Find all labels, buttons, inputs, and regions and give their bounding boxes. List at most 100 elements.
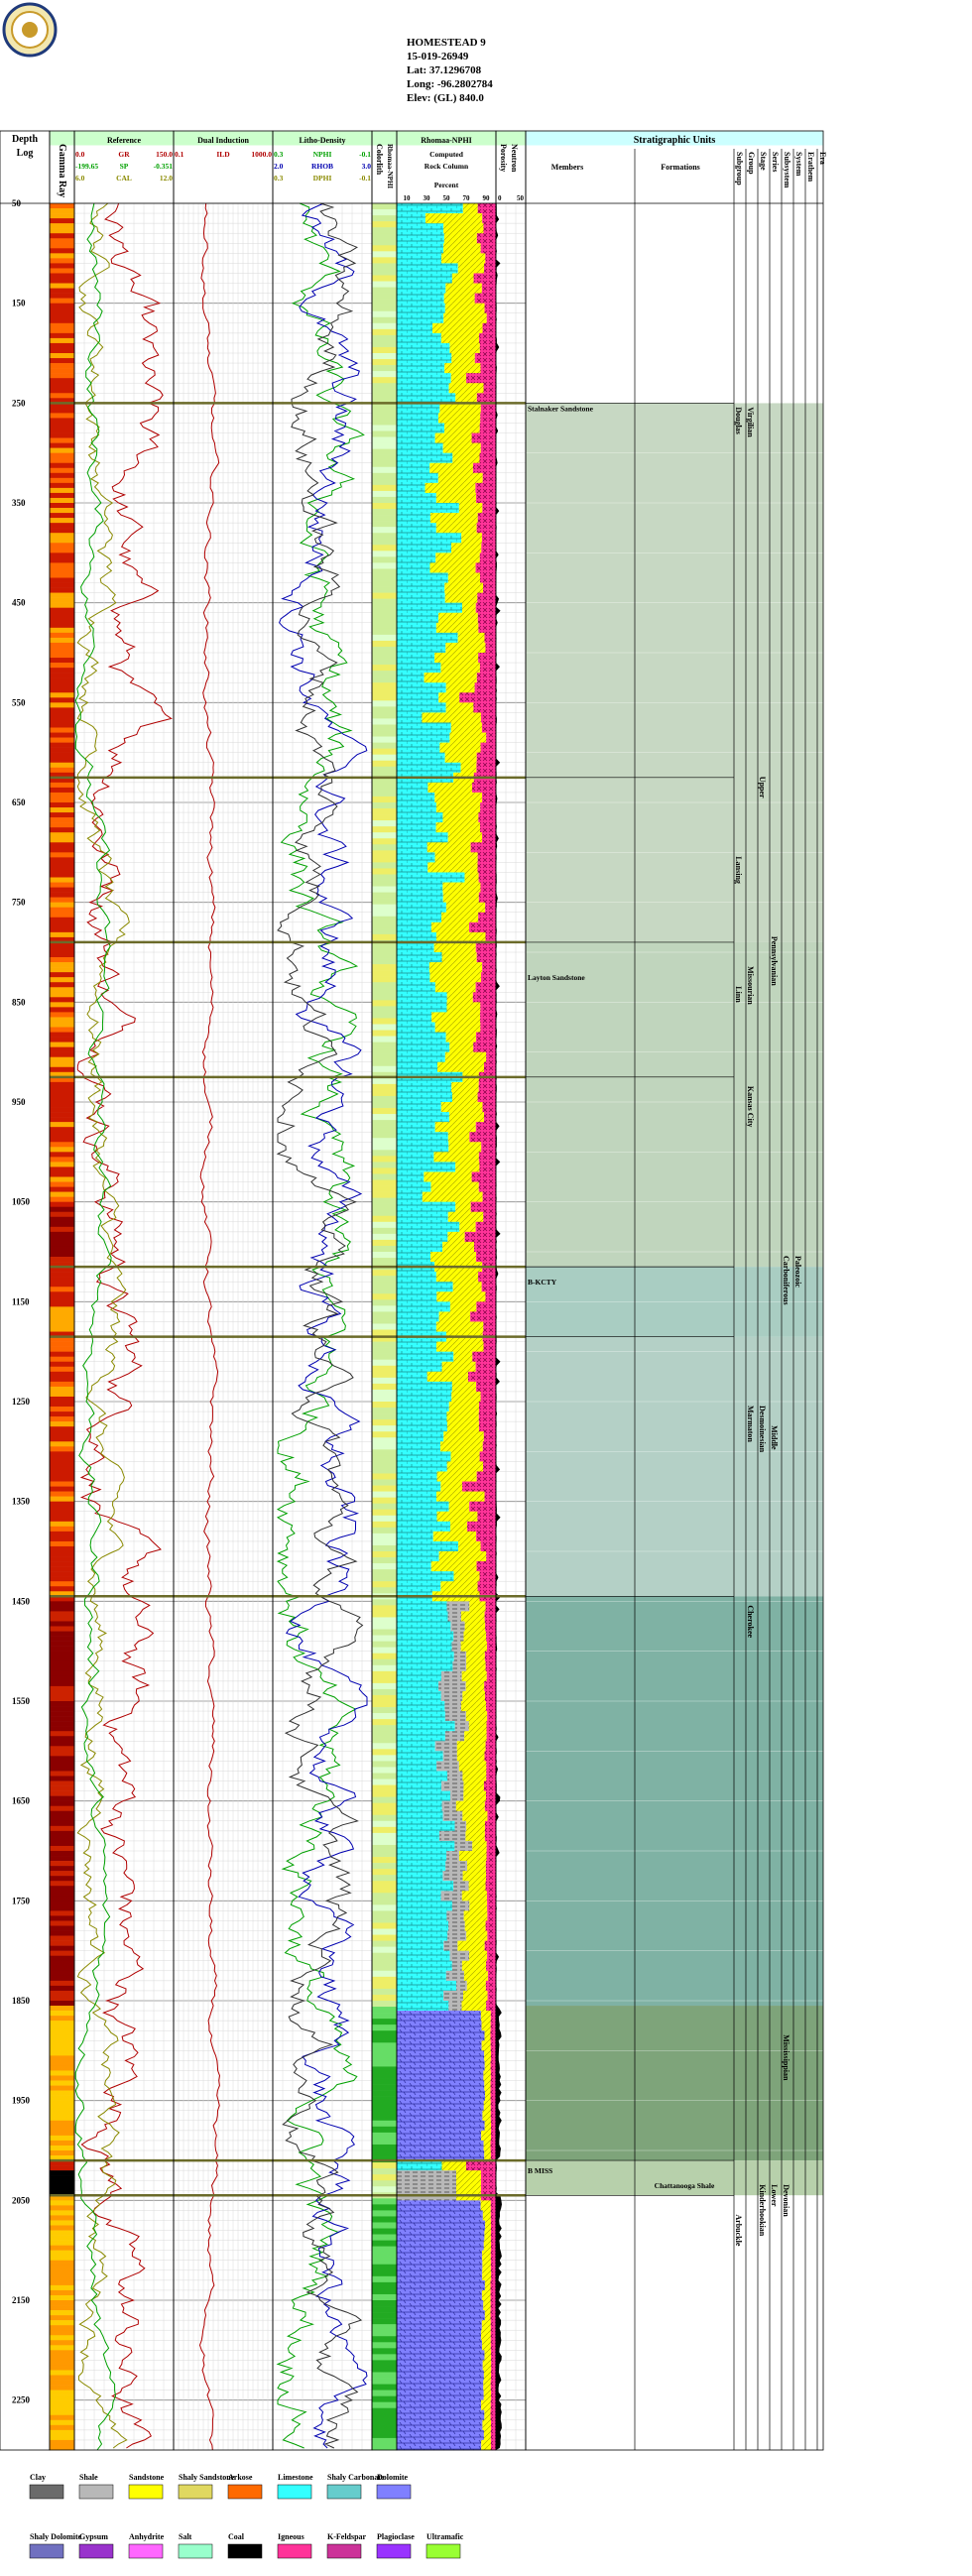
gamma-color-bar xyxy=(50,2305,74,2311)
rock-column-segment xyxy=(486,2001,496,2012)
gamma-color-bar xyxy=(50,213,74,219)
gamma-color-bar xyxy=(50,2205,74,2211)
rock-column-segment xyxy=(484,1820,496,1832)
rock-column-segment xyxy=(439,403,481,414)
colorlith-bar xyxy=(372,958,397,965)
colorlith-bar xyxy=(372,1323,397,1330)
gamma-color-bar xyxy=(50,268,74,274)
rock-column-segment xyxy=(397,842,427,853)
rock-column-segment xyxy=(429,562,476,573)
gamma-color-bar xyxy=(50,418,74,424)
legend-label: Clay xyxy=(30,2473,46,2482)
rock-column-segment xyxy=(462,1481,496,1492)
colorlith-bar xyxy=(372,1252,397,1259)
colorlith-bar xyxy=(372,322,397,330)
colorlith-bar xyxy=(372,1796,397,1803)
gamma-color-bar xyxy=(50,1201,74,1207)
rock-column-segment xyxy=(397,303,445,314)
colorlith-bar xyxy=(372,1605,397,1612)
rock-column-segment xyxy=(452,1282,482,1292)
gamma-color-bar xyxy=(50,557,74,563)
gamma-color-bar xyxy=(50,2175,74,2181)
rock-column-segment xyxy=(484,2120,492,2132)
gamma-color-bar xyxy=(50,2385,74,2391)
gamma-color-bar xyxy=(50,1910,74,1916)
rock-column-segment xyxy=(397,1790,451,1801)
rock-column-segment xyxy=(444,1711,466,1722)
rock-column-segment xyxy=(397,342,450,354)
colorlith-bar xyxy=(372,1851,397,1858)
rock-column-segment xyxy=(397,2320,482,2331)
rock-column-segment xyxy=(476,752,496,764)
gamma-color-bar xyxy=(50,2289,74,2296)
gamma-color-bar xyxy=(50,1741,74,1747)
colorlith-bar xyxy=(372,1102,397,1109)
track-header-bg xyxy=(496,131,526,146)
rock-column-segment xyxy=(397,263,458,274)
rock-column-segment xyxy=(480,363,496,374)
gamma-color-bar xyxy=(50,797,74,803)
gamma-color-bar xyxy=(50,437,74,443)
rock-column-segment xyxy=(479,552,496,563)
gamma-color-bar xyxy=(50,508,74,514)
colorlith-bar xyxy=(372,2036,397,2043)
colorlith-bar xyxy=(372,2042,397,2049)
colorlith-bar xyxy=(372,736,397,743)
rock-column-segment xyxy=(481,1142,496,1153)
rhomaa-tick: 10 xyxy=(404,194,412,202)
rock-column-segment xyxy=(482,213,496,224)
rock-column-segment xyxy=(397,2030,485,2041)
colorlith-bar xyxy=(372,436,397,443)
rock-column-segment xyxy=(397,1970,446,1982)
colorlith-bar xyxy=(372,2126,397,2134)
rock-column-segment xyxy=(479,332,496,344)
colorlith-bar xyxy=(372,646,397,654)
strat-col-title: Group xyxy=(747,152,756,175)
rock-column-segment xyxy=(486,1701,496,1712)
colorlith-bar xyxy=(372,2264,397,2271)
gamma-color-bar xyxy=(50,1866,74,1872)
gamma-color-bar xyxy=(50,1566,74,1572)
rock-column-segment xyxy=(397,1191,423,1202)
rock-column-segment xyxy=(434,1022,481,1033)
gamma-color-bar xyxy=(50,673,74,678)
rock-column-segment xyxy=(463,1631,487,1642)
gamma-color-bar xyxy=(50,1861,74,1867)
colorlith-bar xyxy=(372,1581,397,1588)
colorlith-bar xyxy=(372,2287,397,2295)
rock-column-segment xyxy=(425,482,476,494)
rock-column-segment xyxy=(397,792,435,803)
depth-tick: 550 xyxy=(12,697,26,707)
strat-title: Stratigraphic Units xyxy=(634,135,716,146)
depth-tick: 650 xyxy=(12,797,26,807)
rock-column-segment xyxy=(446,1002,481,1013)
gamma-color-bar xyxy=(50,2095,74,2101)
colorlith-bar xyxy=(372,994,397,1001)
gamma-color-bar xyxy=(50,398,74,404)
rock-column-segment xyxy=(484,1491,496,1502)
gamma-color-bar xyxy=(50,882,74,888)
gamma-color-bar xyxy=(50,897,74,903)
rock-column-segment xyxy=(480,1012,496,1023)
gamma-color-bar xyxy=(50,1291,74,1297)
gamma-color-bar xyxy=(50,1586,74,1592)
rock-column-segment xyxy=(448,1920,465,1931)
rock-column-segment xyxy=(397,802,436,813)
gamma-color-bar xyxy=(50,637,74,644)
rock-column-segment xyxy=(483,2140,491,2151)
legend-label: Gypsum xyxy=(79,2532,108,2541)
colorlith-bar xyxy=(372,1820,397,1828)
colorlith-bar xyxy=(372,671,397,677)
colorlith-bar xyxy=(372,1138,397,1145)
rock-column-segment xyxy=(438,1551,487,1562)
colorlith-bar xyxy=(372,1617,397,1624)
colorlith-bar xyxy=(372,1239,397,1247)
rock-column-segment xyxy=(397,552,436,563)
rock-column-segment xyxy=(397,902,446,914)
gamma-color-bar xyxy=(50,2195,74,2201)
rock-column-segment xyxy=(479,452,496,464)
gamma-color-bar xyxy=(50,2424,74,2431)
colorlith-bar xyxy=(372,730,397,737)
rock-column-segment xyxy=(397,1960,452,1972)
rock-column-segment xyxy=(397,682,446,693)
